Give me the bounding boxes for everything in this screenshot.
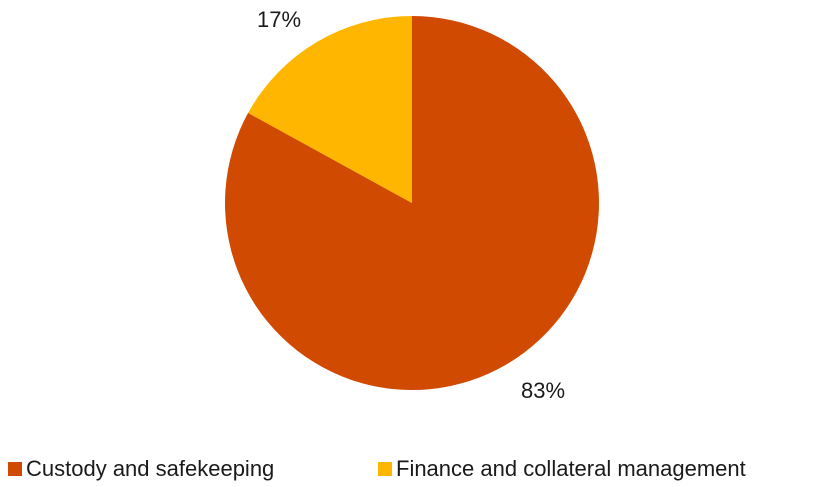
- legend: Custody and safekeeping Finance and coll…: [8, 456, 828, 484]
- legend-swatch-finance: [378, 462, 392, 476]
- slice-label-finance: 17%: [257, 7, 301, 32]
- legend-label-finance: Finance and collateral management: [396, 456, 746, 481]
- legend-item-custody: Custody and safekeeping: [8, 456, 274, 482]
- legend-item-finance: Finance and collateral management: [378, 456, 746, 482]
- legend-swatch-custody: [8, 462, 22, 476]
- pie-slice-finance: [248, 16, 412, 203]
- slice-label-custody: 83%: [521, 378, 565, 403]
- legend-label-custody: Custody and safekeeping: [26, 456, 275, 481]
- pie-slices: [224, 16, 599, 390]
